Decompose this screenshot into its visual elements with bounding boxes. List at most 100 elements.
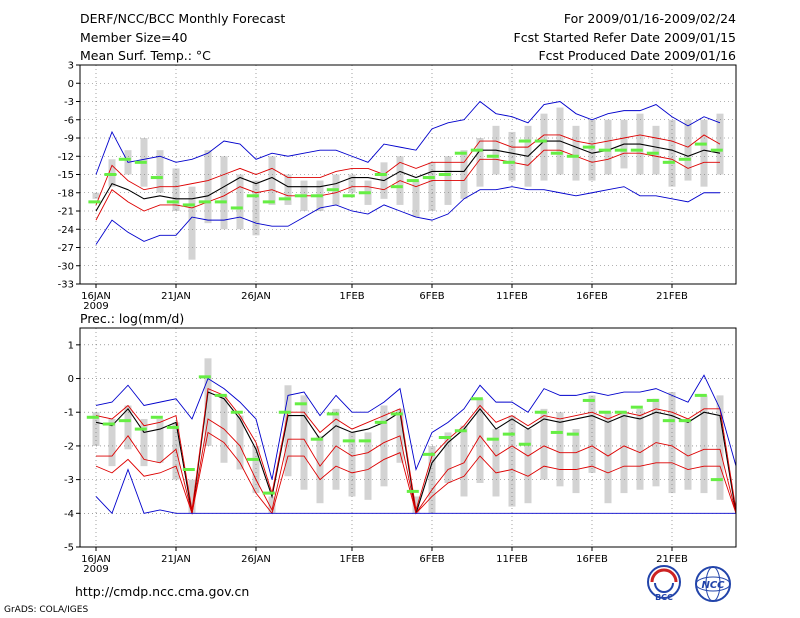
prec-range-bar-36 — [668, 392, 676, 494]
prec-range-bar-2 — [124, 405, 132, 450]
prec-range-bar-23 — [460, 425, 468, 497]
prec-range-bar-34 — [636, 408, 644, 490]
temp-range-bar-28 — [540, 113, 548, 181]
temp-xtick-label-5: 11FEB — [496, 291, 528, 302]
temp-xtick-label-1: 21JAN — [161, 291, 191, 302]
prec-range-bar-32 — [604, 412, 612, 504]
prec-range-bar-38 — [700, 395, 708, 494]
prec-range-bar-26 — [508, 415, 516, 507]
temp-xtick-label-4: 6FEB — [419, 291, 444, 302]
temp-marker-18 — [374, 173, 387, 176]
prec-series-ensemble-min — [95, 468, 736, 515]
temp-marker-34 — [630, 148, 643, 152]
prec-marker-6 — [182, 468, 195, 472]
prec-marker-26 — [502, 432, 515, 436]
temp-xtick-label-2: 26JAN — [241, 291, 271, 302]
temp-range-bar-9 — [236, 174, 244, 230]
temp-marker-37 — [678, 157, 691, 161]
prec-range-bar-29 — [556, 412, 564, 487]
prec-marker-29 — [550, 430, 563, 434]
prec-range-bar-17 — [364, 432, 372, 500]
temp-range-bar-38 — [700, 119, 708, 187]
temp-marker-27 — [518, 139, 531, 143]
temp-range-bar-12 — [284, 174, 292, 205]
footer-url[interactable]: http://cmdp.ncc.cma.gov.cn — [75, 584, 250, 599]
prec-range-bar-27 — [524, 429, 532, 504]
temp-marker-14 — [310, 194, 323, 198]
temp-xtick-label-0: 16JAN — [81, 291, 111, 302]
temp-range-bar-31 — [588, 119, 596, 181]
prec-range-bar-3 — [140, 418, 148, 467]
temp-range-bar-11 — [268, 156, 276, 205]
prec-range-bar-11 — [268, 496, 276, 514]
prec-panel: 1 0 -1 -2 -3 -4 -5 16JAN 21JAN 26JAN 1FEB 6FEB 11FEB… — [64, 327, 737, 575]
prec-marker-22 — [438, 436, 451, 439]
temp-xtick-label-3: 1FEB — [339, 291, 364, 302]
temp-marker-9 — [230, 206, 243, 210]
temp-range-bar-16 — [348, 174, 356, 193]
prec-ytick-label-6: -5 — [64, 543, 74, 554]
precipitation-panel-title: Prec.: log(mm/d) — [80, 311, 185, 326]
temp-range-bar-21 — [428, 162, 436, 211]
prec-marker-25 — [486, 437, 499, 441]
prec-marker-2 — [118, 419, 131, 423]
prec-marker-24 — [470, 397, 483, 401]
fcst-produced-date: Fcst Produced Date 2009/01/16 — [538, 48, 736, 63]
prec-range-bar-37 — [684, 418, 692, 490]
prec-marker-0 — [86, 415, 99, 419]
prec-marker-38 — [694, 393, 707, 397]
prec-marker-31 — [582, 398, 595, 402]
prec-marker-13 — [294, 402, 307, 406]
temp-marker-11 — [262, 200, 275, 204]
temp-ytick-label-6: -15 — [58, 170, 74, 181]
temp-marker-13 — [294, 194, 307, 198]
temp-marker-26 — [502, 160, 515, 164]
temp-ytick-label-5: -12 — [58, 152, 74, 163]
prec-range-bar-15 — [332, 408, 340, 490]
prec-xtick-label-5: 11FEB — [496, 554, 528, 565]
prec-plot-frame — [79, 327, 737, 548]
prec-marker-11 — [262, 491, 275, 495]
temp-marker-24 — [470, 148, 483, 152]
prec-marker-17 — [358, 439, 371, 443]
temp-marker-23 — [454, 151, 467, 155]
temp-series-ensemble-mean — [95, 140, 721, 212]
temp-marker-8 — [214, 200, 227, 204]
prec-xtick-label-6: 16FEB — [576, 554, 608, 565]
prec-ytick-label-4: -3 — [64, 475, 74, 486]
prec-marker-39 — [710, 478, 723, 482]
prec-xtick-label-0: 16JAN — [81, 554, 111, 565]
temp-marker-22 — [438, 173, 451, 176]
temp-range-bar-4 — [156, 150, 164, 193]
prec-range-bar-20 — [412, 496, 420, 514]
chart-title: DERF/NCC/BCC Monthly Forecast — [80, 11, 286, 26]
temp-series-spread-upper — [95, 134, 721, 206]
temp-ytick-label-11: -30 — [58, 261, 74, 272]
temp-ytick-label-0: 3 — [68, 61, 74, 72]
prec-marker-12 — [278, 410, 291, 414]
temp-marker-25 — [486, 154, 499, 158]
prec-marker-34 — [630, 405, 643, 409]
prec-range-bar-24 — [476, 398, 484, 483]
forecast-period: For 2009/01/16-2009/02/24 — [563, 11, 736, 26]
prec-xtick-label-7: 21FEB — [656, 554, 688, 565]
temp-ytick-label-7: -18 — [58, 188, 74, 199]
temp-ytick-label-2: -3 — [64, 97, 74, 108]
prec-marker-30 — [566, 432, 579, 436]
temp-series-spread-lower — [95, 149, 720, 221]
temp-range-bar-7 — [204, 150, 212, 224]
temp-ytick-label-12: -33 — [58, 280, 74, 291]
prec-range-bar-39 — [716, 395, 724, 500]
prec-range-bar-25 — [492, 429, 500, 497]
temp-ytick-label-9: -24 — [58, 225, 74, 236]
prec-xtick-label-4: 6FEB — [419, 554, 444, 565]
temp-xtick-label-6: 16FEB — [576, 291, 608, 302]
temp-marker-30 — [566, 154, 579, 158]
prec-marker-7 — [198, 375, 211, 379]
prec-range-bar-31 — [588, 395, 596, 473]
prec-range-bar-14 — [316, 435, 324, 504]
prec-marker-35 — [646, 398, 659, 402]
prec-marker-33 — [614, 410, 627, 414]
prec-marker-19 — [390, 412, 403, 416]
